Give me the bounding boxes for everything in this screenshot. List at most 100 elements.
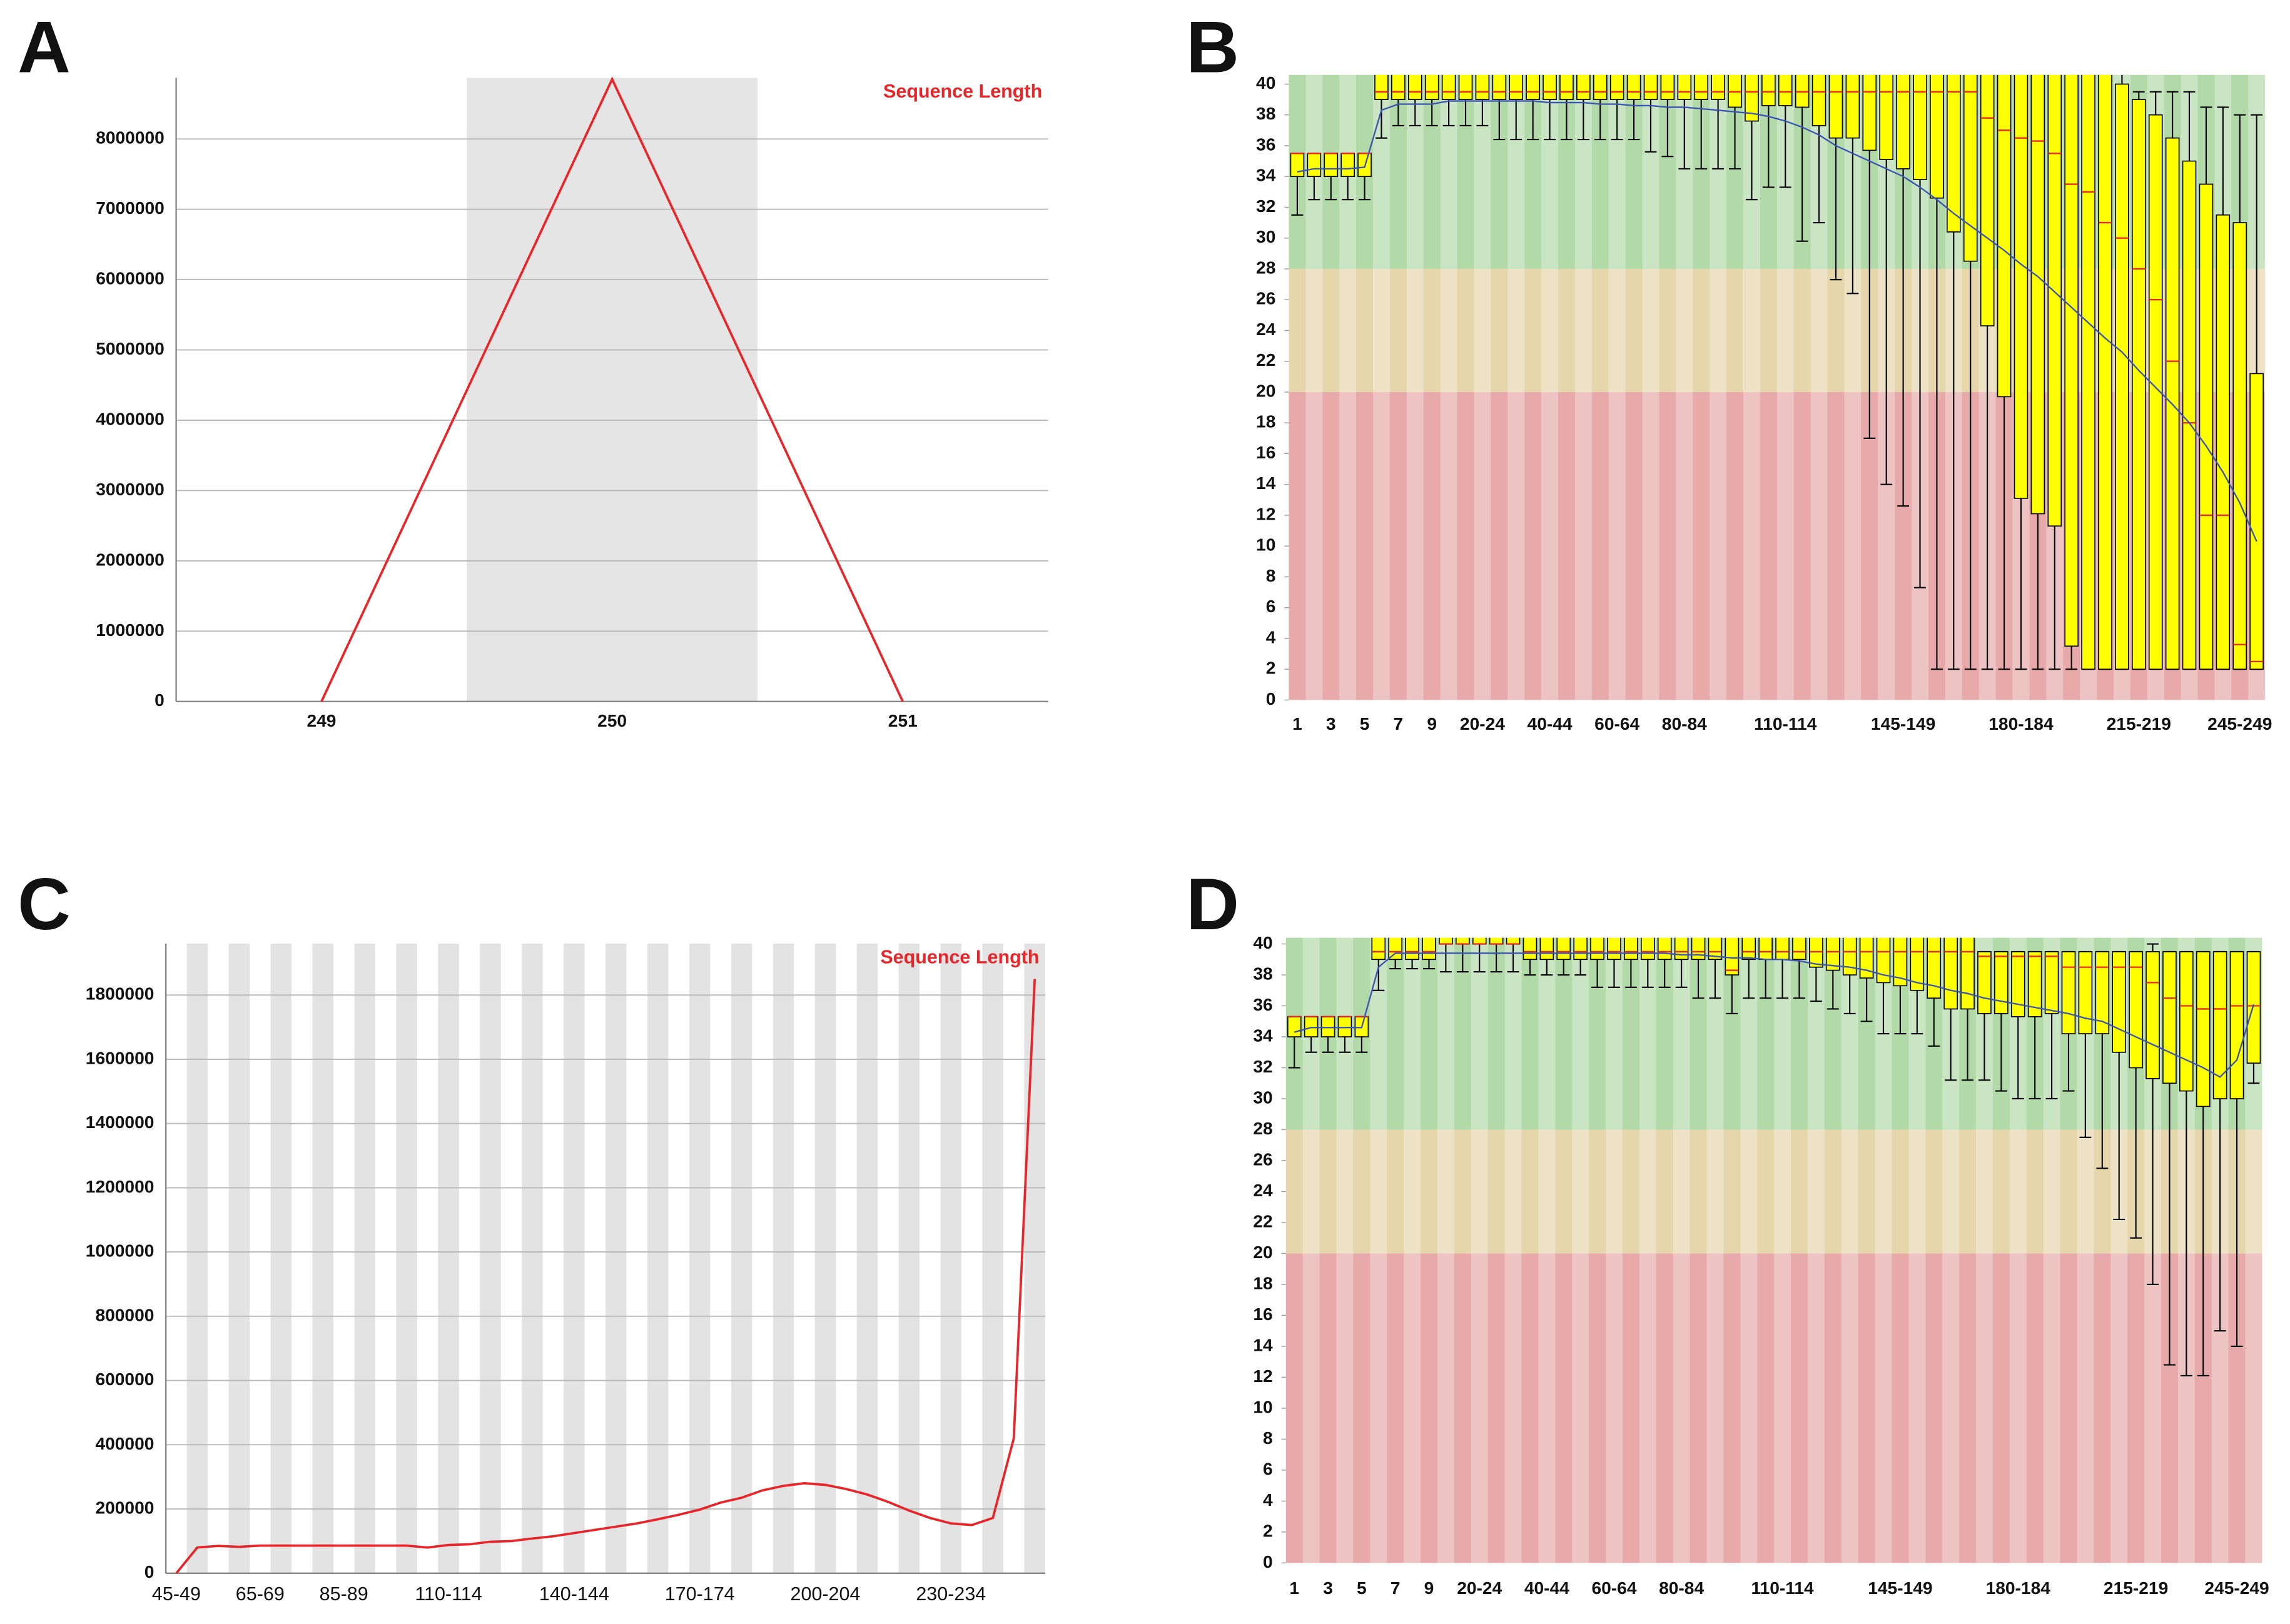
y-tick-label: 20 bbox=[1256, 381, 1275, 400]
panel: C 0 200000 400000 600000 800000 1000000 1200000… bbox=[18, 863, 1045, 1605]
y-tick-label: 20 bbox=[1253, 1243, 1272, 1262]
box bbox=[1845, 74, 1860, 139]
box bbox=[1811, 74, 1826, 126]
x-tick-label: 180-184 bbox=[1989, 714, 2054, 734]
x-tick-label: 110-114 bbox=[415, 1583, 482, 1605]
x-tick-label: 85-89 bbox=[320, 1583, 368, 1605]
box bbox=[1405, 937, 1419, 961]
box bbox=[1640, 937, 1655, 961]
box bbox=[1374, 74, 1389, 100]
y-tick-label: 16 bbox=[1253, 1304, 1272, 1324]
x-tick-label: 140-144 bbox=[539, 1583, 609, 1605]
y-tick-label: 7000000 bbox=[96, 198, 165, 218]
stripe bbox=[1673, 937, 1690, 1563]
box bbox=[1506, 937, 1521, 945]
y-tick-label: 14 bbox=[1253, 1335, 1273, 1354]
y-tick-label: 38 bbox=[1256, 104, 1275, 123]
box bbox=[1963, 74, 1978, 262]
stripe bbox=[1606, 937, 1623, 1563]
box bbox=[1573, 937, 1588, 961]
boxes bbox=[1290, 74, 2264, 670]
x-tick-label: 215-219 bbox=[2104, 1578, 2168, 1598]
box bbox=[2014, 74, 2029, 499]
box bbox=[1607, 937, 1621, 961]
panel: A 0 1000000 2000000 3000000 4000000 5000000 600… bbox=[18, 6, 1048, 730]
stripe bbox=[186, 944, 208, 1573]
y-tick-label: 1400000 bbox=[86, 1112, 155, 1132]
y-tick-label: 5000000 bbox=[96, 339, 165, 358]
stripe bbox=[1437, 937, 1454, 1563]
panel-label: D bbox=[1186, 863, 1239, 945]
x-tick-label: 145-149 bbox=[1871, 714, 1935, 734]
stripe bbox=[522, 944, 543, 1573]
mean-line bbox=[1297, 100, 2257, 542]
quality-zone bbox=[1285, 1129, 2262, 1254]
y-tick-label: 26 bbox=[1256, 289, 1275, 308]
x-tick-label: 65-69 bbox=[236, 1583, 285, 1605]
y-tick-label: 2 bbox=[1263, 1521, 1273, 1540]
box bbox=[1862, 74, 1877, 151]
box bbox=[1439, 937, 1453, 945]
box bbox=[1758, 937, 1773, 961]
box bbox=[2064, 74, 2079, 647]
box bbox=[1997, 74, 2012, 398]
x-tick-label: 251 bbox=[888, 711, 918, 730]
stripe bbox=[396, 944, 417, 1573]
y-tick-label: 1000000 bbox=[86, 1241, 155, 1261]
stripe bbox=[1373, 74, 1390, 700]
y-tick-label: 34 bbox=[1256, 166, 1276, 185]
box bbox=[1492, 74, 1507, 100]
box bbox=[1980, 74, 1995, 326]
x-tick-label: 145-149 bbox=[1868, 1578, 1932, 1598]
panel-label: A bbox=[18, 6, 71, 88]
y-tick-label: 8 bbox=[1266, 566, 1276, 585]
x-tick-label: 110-114 bbox=[1751, 1578, 1814, 1598]
box bbox=[1304, 1016, 1319, 1037]
stripe bbox=[605, 944, 627, 1573]
y-tick-label: 22 bbox=[1256, 350, 1275, 370]
box bbox=[2199, 183, 2214, 670]
box bbox=[1522, 937, 1538, 961]
y-tick-label: 28 bbox=[1256, 258, 1275, 277]
box bbox=[2179, 951, 2194, 1092]
box bbox=[1741, 937, 1756, 961]
stripe bbox=[1740, 937, 1758, 1563]
box bbox=[1407, 74, 1422, 100]
box bbox=[2047, 74, 2062, 527]
x-tick-label: 250 bbox=[597, 711, 627, 730]
box bbox=[1458, 74, 1473, 100]
y-tick-label: 26 bbox=[1253, 1149, 1272, 1169]
box bbox=[1472, 937, 1487, 945]
y-tick-label: 36 bbox=[1253, 995, 1272, 1014]
box bbox=[2078, 951, 2093, 1034]
stripe bbox=[1471, 937, 1488, 1563]
stripe bbox=[1572, 937, 1589, 1563]
box bbox=[1691, 937, 1706, 961]
box bbox=[1761, 74, 1776, 106]
box bbox=[1287, 1016, 1302, 1037]
stripe bbox=[1024, 944, 1045, 1573]
y-tick-label: 40 bbox=[1256, 73, 1275, 93]
stripe bbox=[1440, 74, 1457, 700]
data-line bbox=[320, 76, 904, 702]
box bbox=[1626, 74, 1641, 100]
box bbox=[1526, 74, 1540, 100]
box bbox=[1792, 937, 1806, 961]
box bbox=[1456, 937, 1470, 945]
box bbox=[1340, 153, 1355, 178]
box bbox=[2212, 951, 2227, 1099]
box bbox=[2095, 951, 2110, 1034]
y-tick-label: 30 bbox=[1256, 227, 1275, 246]
y-tick-label: 16 bbox=[1256, 443, 1275, 462]
box bbox=[1876, 937, 1891, 984]
box bbox=[1559, 74, 1574, 100]
stripe bbox=[1710, 74, 1727, 700]
box bbox=[1859, 937, 1874, 979]
stripe bbox=[480, 944, 501, 1573]
x-tick-label: 170-174 bbox=[665, 1583, 735, 1605]
y-tick-label: 2 bbox=[1266, 658, 1276, 678]
box bbox=[2129, 951, 2143, 1069]
stripe bbox=[1642, 74, 1659, 700]
box bbox=[1657, 937, 1672, 961]
